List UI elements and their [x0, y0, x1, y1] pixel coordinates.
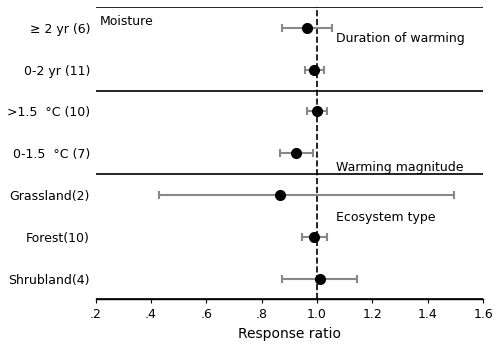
Text: Warming magnitude: Warming magnitude — [336, 161, 464, 174]
Text: Moisture: Moisture — [100, 15, 154, 28]
Text: Ecosystem type: Ecosystem type — [336, 212, 436, 224]
X-axis label: Response ratio: Response ratio — [238, 327, 341, 341]
Text: Duration of warming: Duration of warming — [336, 32, 465, 45]
